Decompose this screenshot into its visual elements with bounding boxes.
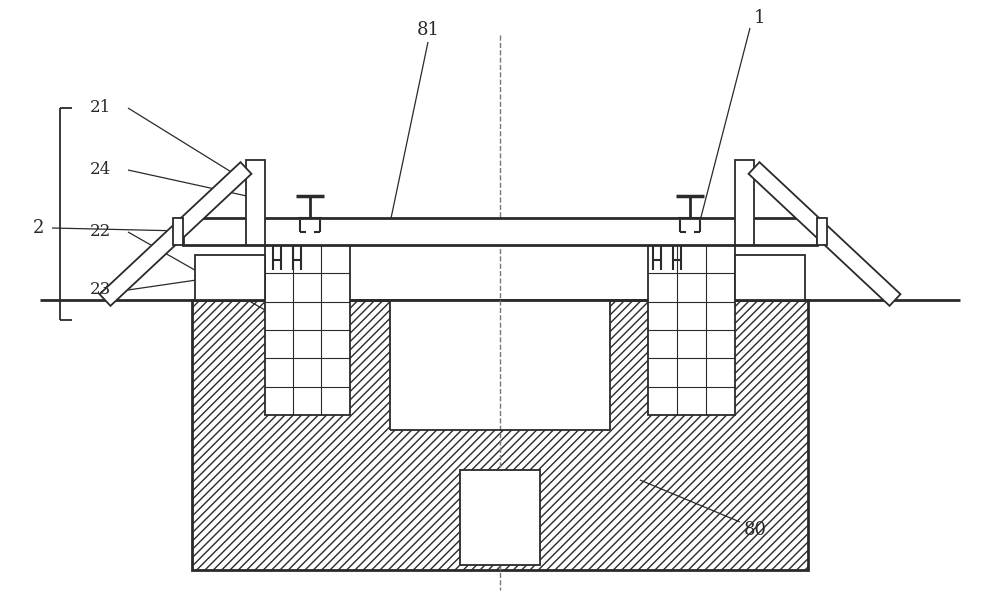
Text: 2: 2 [32,219,44,237]
Text: 81: 81 [416,21,440,39]
Polygon shape [100,162,251,306]
Text: 22: 22 [90,223,111,241]
Bar [648,245,735,415]
Bar [390,430,610,570]
Bar [265,245,350,415]
Bar [192,300,390,570]
Bar [390,430,610,570]
Bar [183,218,817,245]
Text: 24: 24 [90,162,111,179]
Bar [390,300,610,430]
Bar [735,160,754,245]
Bar [192,300,390,570]
Bar [610,300,808,570]
Bar [173,218,183,245]
Bar [246,160,265,245]
Text: 80: 80 [744,521,767,539]
Bar [610,300,808,570]
Text: 23: 23 [90,282,111,298]
Polygon shape [749,162,900,306]
Text: 1: 1 [754,9,766,27]
Bar [735,255,805,300]
Text: 21: 21 [90,99,111,116]
Bar [192,300,808,570]
Bar [817,218,827,245]
Bar [460,470,540,565]
Bar [195,255,265,300]
